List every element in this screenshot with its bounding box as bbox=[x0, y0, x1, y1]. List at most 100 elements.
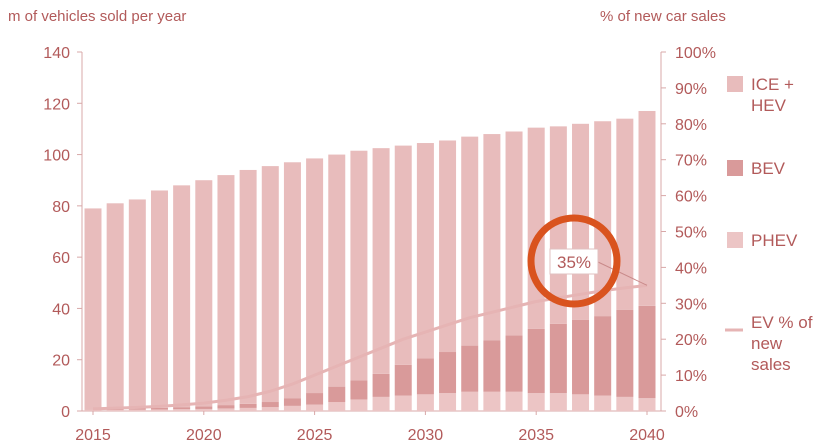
bar-segment bbox=[217, 405, 235, 409]
bar-segment bbox=[84, 410, 102, 411]
bar-segment bbox=[261, 407, 279, 411]
legend-label: ICE + HEV bbox=[751, 75, 794, 115]
right-axis-tick-label: 0% bbox=[675, 404, 698, 421]
bar-segment bbox=[572, 394, 590, 411]
annotation-highlight-circle bbox=[527, 214, 621, 308]
bar-segment bbox=[84, 409, 102, 411]
x-axis-tick-label: 2035 bbox=[518, 427, 554, 444]
bar-segment bbox=[594, 395, 612, 411]
bar-segment bbox=[328, 154, 346, 387]
right-axis-tick-label: 60% bbox=[675, 189, 707, 206]
bar-segment bbox=[239, 407, 257, 411]
left-axis-tick-label: 40 bbox=[52, 301, 70, 318]
left-axis-title: m of vehicles sold per year bbox=[8, 8, 187, 25]
right-axis-title: % of new car sales bbox=[600, 8, 726, 25]
bar-segment bbox=[306, 404, 324, 411]
right-axis-tick-label: 70% bbox=[675, 153, 707, 170]
bar-segment bbox=[461, 136, 479, 346]
bar-segment bbox=[328, 386, 346, 403]
bar-segment bbox=[439, 352, 457, 394]
bar-segment bbox=[195, 406, 213, 409]
bar-segment bbox=[283, 162, 301, 399]
bar-segment bbox=[461, 391, 479, 411]
bar-segment bbox=[439, 140, 457, 353]
bar-segment bbox=[461, 345, 479, 392]
left-axis-tick-label: 60 bbox=[52, 250, 70, 267]
bar-segment bbox=[328, 402, 346, 411]
bar-segment bbox=[350, 150, 368, 381]
bar-segment bbox=[173, 409, 191, 411]
x-axis-tick-label: 2040 bbox=[629, 427, 665, 444]
bar-segment bbox=[173, 185, 191, 408]
bar-segment bbox=[261, 166, 279, 403]
annotation-leader-line bbox=[597, 261, 648, 286]
legend-swatch bbox=[727, 232, 743, 248]
bar-segment bbox=[239, 169, 257, 404]
bar-segment bbox=[549, 393, 567, 411]
x-axis-tick-label: 2025 bbox=[297, 427, 333, 444]
right-axis-tick-label: 30% bbox=[675, 296, 707, 313]
bar-segment bbox=[638, 110, 656, 306]
bar-segment bbox=[106, 409, 124, 411]
right-axis-tick-label: 40% bbox=[675, 260, 707, 277]
legend-label: BEV bbox=[751, 159, 786, 178]
bar-segment bbox=[195, 408, 213, 411]
bar-segment bbox=[505, 131, 523, 336]
legend-label: PHEV bbox=[751, 231, 798, 250]
bar-segment bbox=[283, 398, 301, 406]
bar-segment bbox=[150, 409, 168, 411]
bar-segment bbox=[394, 145, 412, 365]
left-axis-tick-label: 20 bbox=[52, 353, 70, 370]
bar-segment bbox=[128, 408, 146, 410]
bar-segment bbox=[527, 328, 545, 394]
bar-segment bbox=[372, 373, 390, 397]
bar-segment bbox=[505, 335, 523, 392]
bar-segment bbox=[549, 323, 567, 394]
bar-segment bbox=[638, 398, 656, 411]
left-axis-tick-label: 100 bbox=[43, 148, 70, 165]
bar-segment bbox=[128, 409, 146, 411]
bar-segment bbox=[306, 393, 324, 405]
bar-segment bbox=[505, 391, 523, 411]
right-axis-tick-label: 90% bbox=[675, 81, 707, 98]
right-axis-tick-label: 50% bbox=[675, 225, 707, 242]
bar-segment bbox=[616, 396, 634, 411]
bar-segment bbox=[306, 158, 324, 394]
left-axis-tick-label: 0 bbox=[61, 404, 70, 421]
bar-segment bbox=[416, 358, 434, 395]
bar-segment bbox=[572, 319, 590, 395]
left-axis-tick-label: 80 bbox=[52, 199, 70, 216]
bar-segment bbox=[261, 402, 279, 408]
bar-segment bbox=[439, 393, 457, 411]
bar-segment bbox=[527, 393, 545, 411]
legend-swatch bbox=[727, 76, 743, 92]
bar-segment bbox=[128, 199, 146, 409]
bar-segment bbox=[483, 340, 501, 392]
bar-segment bbox=[616, 309, 634, 397]
legend-swatch bbox=[727, 160, 743, 176]
bar-segment bbox=[638, 305, 656, 399]
x-axis-tick-label: 2020 bbox=[186, 427, 222, 444]
bar-segment bbox=[394, 364, 412, 396]
right-axis-tick-label: 80% bbox=[675, 117, 707, 134]
bar-segment bbox=[416, 394, 434, 411]
bar-segment bbox=[283, 405, 301, 411]
bar-segment bbox=[217, 408, 235, 411]
bar-segment bbox=[616, 118, 634, 310]
legend-label: EV % of new sales bbox=[751, 313, 813, 374]
bar-segment bbox=[217, 175, 235, 406]
bar-segment bbox=[372, 396, 390, 411]
bar-segment bbox=[416, 143, 434, 359]
bar-segment bbox=[239, 403, 257, 408]
bar-segment bbox=[350, 380, 368, 400]
bar-segment bbox=[84, 208, 102, 410]
bar-segment bbox=[150, 407, 168, 410]
bar-segment bbox=[372, 148, 390, 374]
bar-segment bbox=[150, 190, 168, 408]
bar-segment bbox=[594, 316, 612, 396]
bar-segment bbox=[483, 134, 501, 341]
bar-segment bbox=[173, 407, 191, 410]
x-axis-tick-label: 2015 bbox=[75, 427, 111, 444]
bar-segment bbox=[350, 399, 368, 411]
right-axis-tick-label: 100% bbox=[675, 45, 716, 62]
